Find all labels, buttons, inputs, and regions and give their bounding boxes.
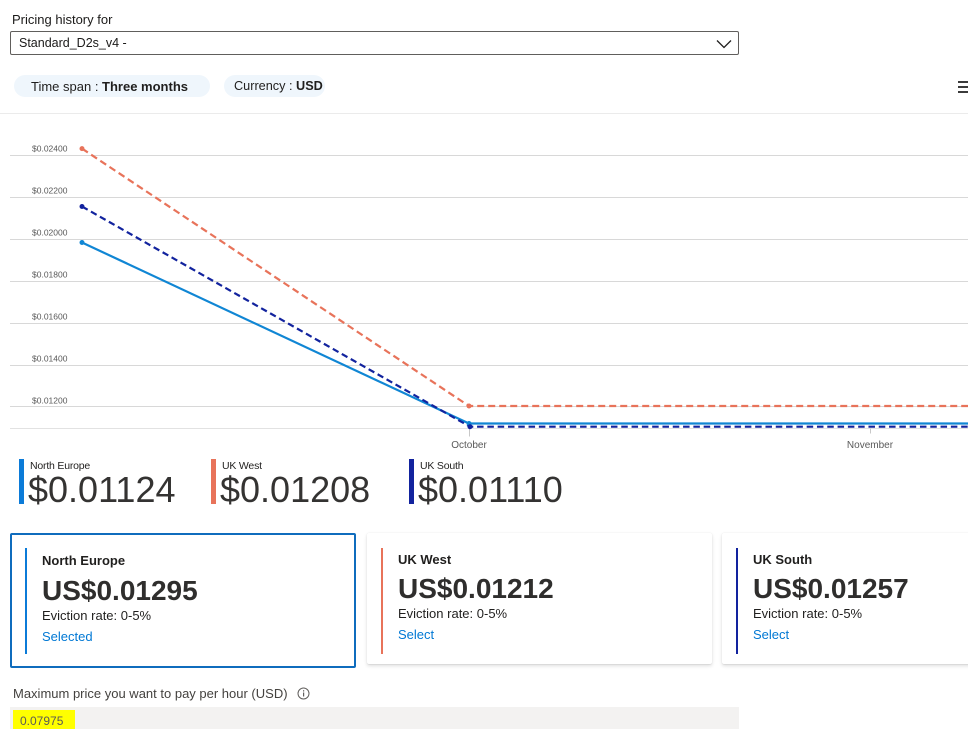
svg-text:$0.02200: $0.02200 bbox=[32, 186, 68, 196]
svg-text:$0.02000: $0.02000 bbox=[32, 228, 68, 238]
svg-text:$0.01800: $0.01800 bbox=[32, 270, 68, 280]
svg-text:$0.02400: $0.02400 bbox=[32, 144, 68, 154]
svg-text:$0.01400: $0.01400 bbox=[32, 354, 68, 364]
svg-text:November: November bbox=[847, 440, 894, 451]
svg-text:October: October bbox=[451, 440, 487, 451]
svg-text:$0.01600: $0.01600 bbox=[32, 312, 68, 322]
svg-text:$0.01200: $0.01200 bbox=[32, 396, 68, 406]
